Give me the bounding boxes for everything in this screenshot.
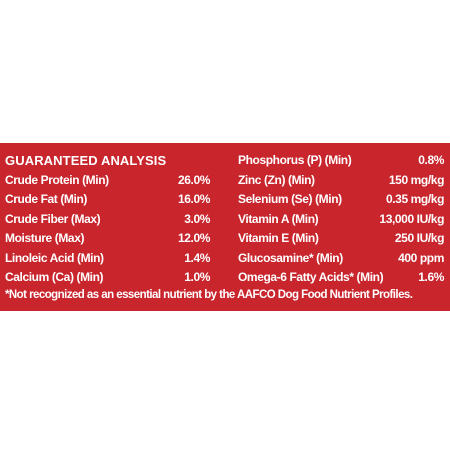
nutrient-value: 16.0% [177,192,210,206]
nutrient-row-zinc: Zinc (Zn) (Min) 150 mg/kg [238,171,444,191]
nutrient-value: 0.8% [418,153,444,167]
nutrient-row-linoleic-acid: Linoleic Acid (Min) 1.4% [5,249,210,269]
nutrient-label: Crude Fiber (Max) [5,211,101,226]
analysis-left-column: GUARANTEED ANALYSIS Crude Protein (Min) … [5,151,210,288]
nutrient-value: 0.35 mg/kg [385,192,444,206]
aafco-footnote: *Not recognized as an essential nutrient… [5,289,413,301]
nutrient-row-calcium: Calcium (Ca) (Min) 1.0% [5,268,210,288]
nutrient-value: 26.0% [177,172,210,187]
nutrient-row-selenium: Selenium (Se) (Min) 0.35 mg/kg [238,190,444,210]
nutrient-label: Linoleic Acid (Min) [5,250,104,265]
nutrient-value: 13,000 IU/kg [379,211,444,226]
nutrient-row-vitamin-a: Vitamin A (Min) 13,000 IU/kg [238,210,444,230]
analysis-right-column: Phosphorus (P) (Min) 0.8% Zinc (Zn) (Min… [238,151,444,288]
nutrient-label: Crude Fat (Min) [5,192,87,206]
nutrient-value: 1.6% [418,270,444,284]
nutrient-label: Zinc (Zn) (Min) [238,172,315,187]
nutrient-row-glucosamine: Glucosamine* (Min) 400 ppm [238,249,444,269]
nutrient-row-vitamin-e: Vitamin E (Min) 250 IU/kg [238,229,444,249]
nutrient-value: 400 ppm [398,250,444,265]
nutrient-value: 250 IU/kg [394,231,444,245]
nutrient-label: Selenium (Se) (Min) [238,192,342,206]
nutrient-label: Calcium (Ca) (Min) [5,270,104,284]
analysis-title: GUARANTEED ANALYSIS [5,153,167,168]
nutrient-value: 150 mg/kg [388,172,444,187]
nutrient-label: Phosphorus (P) (Min) [238,153,352,167]
nutrient-row-crude-protein: Crude Protein (Min) 26.0% [5,171,210,191]
nutrient-label: Glucosamine* (Min) [238,250,343,265]
nutrient-row-crude-fat: Crude Fat (Min) 16.0% [5,190,210,210]
nutrient-value: 1.4% [184,250,210,265]
nutrient-label: Vitamin A (Min) [238,211,319,226]
nutrient-label: Omega-6 Fatty Acids* (Min) [238,270,384,284]
nutrient-row-moisture: Moisture (Max) 12.0% [5,229,210,249]
guaranteed-analysis-panel: GUARANTEED ANALYSIS Crude Protein (Min) … [0,143,450,311]
nutrient-row-crude-fiber: Crude Fiber (Max) 3.0% [5,210,210,230]
nutrient-value: 1.0% [184,270,210,284]
nutrient-row-phosphorus: Phosphorus (P) (Min) 0.8% [238,151,444,171]
nutrient-label: Vitamin E (Min) [238,231,319,245]
nutrient-label: Crude Protein (Min) [5,172,109,187]
nutrient-value: 12.0% [177,231,210,245]
nutrient-label: Moisture (Max) [5,231,85,245]
nutrient-value: 3.0% [184,211,210,226]
nutrient-row-omega-6: Omega-6 Fatty Acids* (Min) 1.6% [238,268,444,288]
